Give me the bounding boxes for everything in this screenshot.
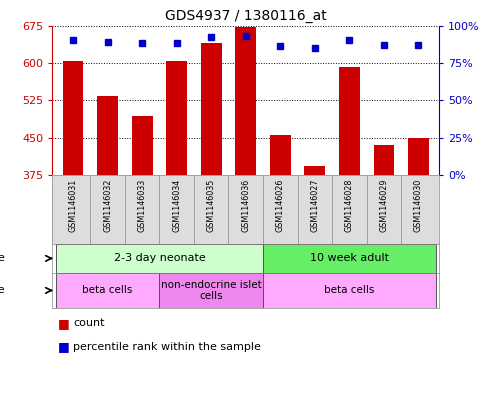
Bar xyxy=(160,273,263,308)
Text: cell type: cell type xyxy=(0,285,5,296)
Bar xyxy=(339,67,360,175)
Bar xyxy=(304,166,325,175)
Text: 2-3 day neonate: 2-3 day neonate xyxy=(114,253,205,263)
Text: GSM1146026: GSM1146026 xyxy=(276,178,285,232)
Text: GSM1146033: GSM1146033 xyxy=(138,178,147,231)
Text: beta cells: beta cells xyxy=(82,285,133,296)
Text: age: age xyxy=(0,253,5,263)
Bar xyxy=(374,145,394,175)
Text: GSM1146027: GSM1146027 xyxy=(310,178,319,232)
Bar xyxy=(132,116,153,175)
Bar xyxy=(97,96,118,175)
Text: ■: ■ xyxy=(57,340,69,354)
Text: GSM1146030: GSM1146030 xyxy=(414,178,423,231)
Bar xyxy=(63,61,83,175)
Text: beta cells: beta cells xyxy=(324,285,375,296)
Text: percentile rank within the sample: percentile rank within the sample xyxy=(73,342,261,352)
Text: GSM1146028: GSM1146028 xyxy=(345,178,354,232)
Text: GSM1146032: GSM1146032 xyxy=(103,178,112,232)
Bar xyxy=(270,135,290,175)
Text: GSM1146035: GSM1146035 xyxy=(207,178,216,232)
Text: non-endocrine islet
cells: non-endocrine islet cells xyxy=(161,280,261,301)
Text: 10 week adult: 10 week adult xyxy=(310,253,389,263)
Text: count: count xyxy=(73,318,105,329)
Bar xyxy=(263,244,436,273)
Text: GSM1146036: GSM1146036 xyxy=(241,178,250,231)
Bar xyxy=(263,273,436,308)
Bar xyxy=(166,61,187,175)
Text: ■: ■ xyxy=(57,317,69,330)
Bar xyxy=(56,273,160,308)
Bar xyxy=(56,244,263,273)
Bar xyxy=(236,27,256,175)
Text: GSM1146034: GSM1146034 xyxy=(172,178,181,231)
Bar xyxy=(408,138,429,175)
Text: GSM1146031: GSM1146031 xyxy=(68,178,78,231)
Bar xyxy=(201,43,222,175)
Text: GSM1146029: GSM1146029 xyxy=(379,178,388,232)
Title: GDS4937 / 1380116_at: GDS4937 / 1380116_at xyxy=(165,9,327,23)
